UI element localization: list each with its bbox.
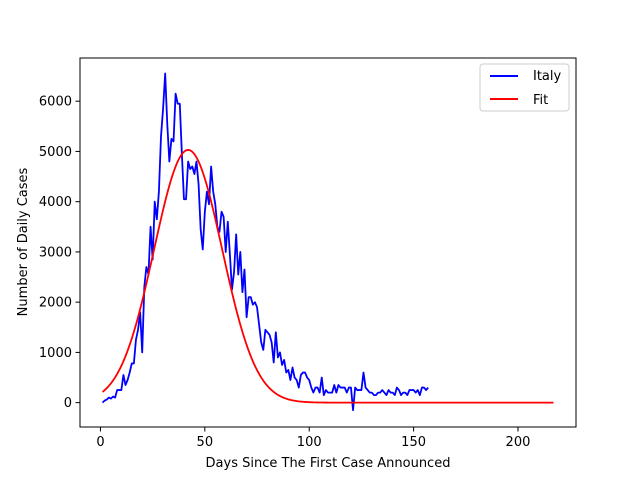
y-tick-label: 1000 [39,346,72,361]
x-axis-label: Days Since The First Case Announced [206,456,451,471]
x-tick-label: 100 [297,435,322,450]
y-tick-label: 3000 [39,245,72,260]
legend: Italy Fit [479,63,570,112]
y-axis-label: Number of Daily Cases [16,167,31,316]
series-line-fit [101,149,554,404]
y-tick-label: 5000 [39,145,72,160]
legend-label-fit: Fit [533,93,548,108]
y-tick-label: 6000 [39,95,72,110]
legend-label-italy: Italy [533,69,562,84]
x-axis-ticks: 0 50 100 150 200 [96,427,530,450]
series-line-italy [101,72,429,412]
y-tick-label: 4000 [39,195,72,210]
x-tick-label: 50 [197,435,214,450]
x-tick-label: 200 [506,435,531,450]
y-tick-label: 0 [64,396,72,411]
x-tick-label: 150 [401,435,426,450]
plot-lines [101,72,554,412]
x-tick-label: 0 [96,435,104,450]
y-tick-label: 2000 [39,296,72,311]
y-axis-ticks: 0 1000 2000 3000 4000 5000 6000 [39,95,80,411]
plot-area-frame [79,57,577,428]
